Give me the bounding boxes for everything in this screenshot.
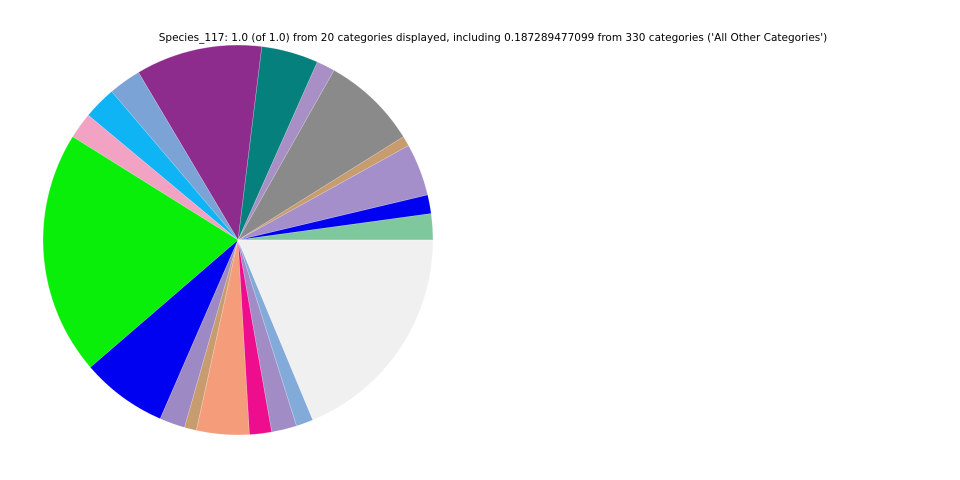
pie-slice-12 [42, 136, 239, 368]
pie-slice-all-other-categories [237, 239, 434, 421]
pie-slice-5 [237, 70, 404, 241]
pie-slice-8 [138, 44, 262, 241]
chart-title: Species_117: 1.0 (of 1.0) from 20 catego… [158, 32, 828, 44]
